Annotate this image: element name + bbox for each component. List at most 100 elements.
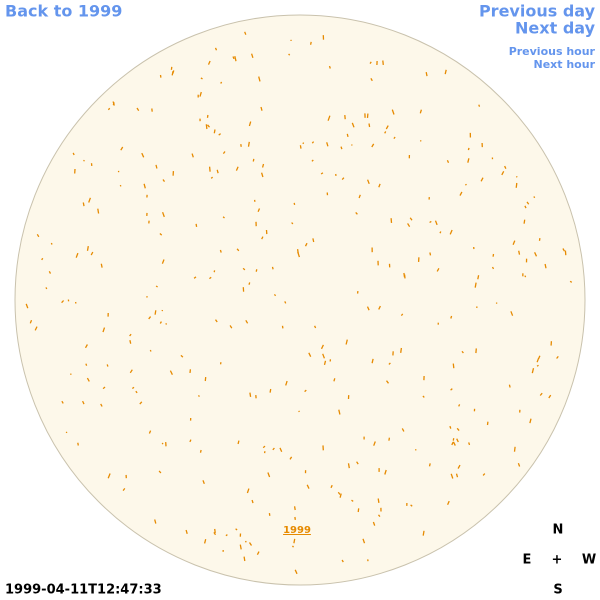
feature	[517, 462, 521, 467]
feature	[102, 327, 106, 333]
feature	[293, 538, 296, 544]
feature	[155, 285, 158, 288]
feature	[148, 316, 152, 320]
feature	[185, 529, 188, 534]
feature	[446, 159, 450, 163]
feature	[161, 211, 165, 218]
feature	[248, 542, 253, 546]
solar-disk	[14, 14, 586, 586]
feature	[351, 144, 353, 146]
feature	[236, 248, 240, 252]
feature	[429, 252, 432, 256]
previous-day-link[interactable]: Previous day	[479, 2, 596, 21]
feature	[267, 472, 271, 478]
feature	[249, 392, 252, 398]
feature	[304, 242, 308, 247]
feature	[524, 205, 527, 209]
feature	[250, 53, 254, 58]
feature	[214, 319, 218, 323]
feature	[158, 470, 162, 474]
disk-label-link[interactable]: 1999	[283, 525, 311, 536]
feature	[388, 437, 391, 441]
compass-north: N	[553, 523, 564, 538]
feature	[248, 121, 252, 127]
feature	[291, 222, 294, 225]
next-day-link[interactable]: Next day	[515, 19, 596, 38]
feature	[260, 106, 263, 111]
feature	[452, 363, 455, 369]
feature	[345, 339, 348, 345]
next-hour-link[interactable]: Next hour	[534, 58, 596, 71]
feature	[261, 163, 265, 168]
feature	[285, 380, 288, 386]
compass-center: +	[552, 553, 563, 568]
feature	[340, 146, 343, 150]
feature	[536, 357, 540, 363]
feature	[556, 355, 559, 359]
feature	[338, 409, 341, 415]
compass-south: S	[553, 583, 562, 598]
feature	[219, 249, 222, 253]
feature	[100, 403, 103, 407]
feature	[346, 133, 349, 138]
feature	[235, 166, 239, 171]
feature	[314, 325, 317, 329]
back-link[interactable]: Back to 1999	[5, 2, 122, 21]
feature	[320, 344, 324, 350]
feature	[428, 463, 431, 467]
feature	[107, 473, 111, 479]
feature	[537, 355, 541, 360]
feature	[260, 172, 264, 178]
feature	[257, 208, 261, 213]
feature	[193, 276, 197, 279]
feature	[195, 223, 198, 228]
feature	[311, 141, 315, 144]
feature	[312, 238, 315, 243]
feature	[214, 47, 218, 51]
feature	[25, 303, 29, 309]
feature	[232, 56, 235, 60]
feature	[298, 410, 300, 413]
feature	[373, 441, 376, 446]
feature	[294, 569, 298, 575]
feature	[214, 528, 216, 533]
feature	[61, 400, 64, 404]
feature	[400, 347, 403, 353]
feature	[237, 440, 240, 445]
feature	[475, 306, 478, 309]
feature	[169, 370, 173, 375]
feature	[107, 107, 111, 111]
feature	[524, 275, 527, 278]
feature	[269, 388, 272, 393]
feature	[369, 61, 372, 64]
feature	[384, 131, 387, 134]
feature	[213, 532, 217, 536]
feature	[262, 445, 266, 449]
feature	[216, 169, 219, 174]
feature	[339, 493, 342, 498]
feature	[225, 534, 228, 537]
feature	[508, 384, 511, 388]
feature	[139, 401, 143, 405]
feature	[461, 350, 464, 354]
feature	[143, 183, 146, 189]
feature	[149, 349, 152, 352]
feature	[235, 528, 238, 531]
feature	[474, 282, 477, 288]
feature	[239, 544, 242, 550]
feature	[355, 211, 358, 215]
previous-hour-link[interactable]: Previous hour	[509, 45, 596, 58]
compass-east: E	[523, 553, 532, 568]
feature	[341, 177, 345, 181]
feature	[261, 236, 264, 240]
feature	[449, 229, 453, 235]
feature	[478, 104, 481, 107]
feature	[333, 378, 336, 382]
feature	[135, 390, 138, 394]
feature	[50, 242, 53, 245]
feature	[569, 280, 573, 283]
feature	[154, 519, 157, 524]
feature	[451, 441, 454, 446]
feature	[403, 272, 406, 278]
feature	[309, 41, 312, 45]
